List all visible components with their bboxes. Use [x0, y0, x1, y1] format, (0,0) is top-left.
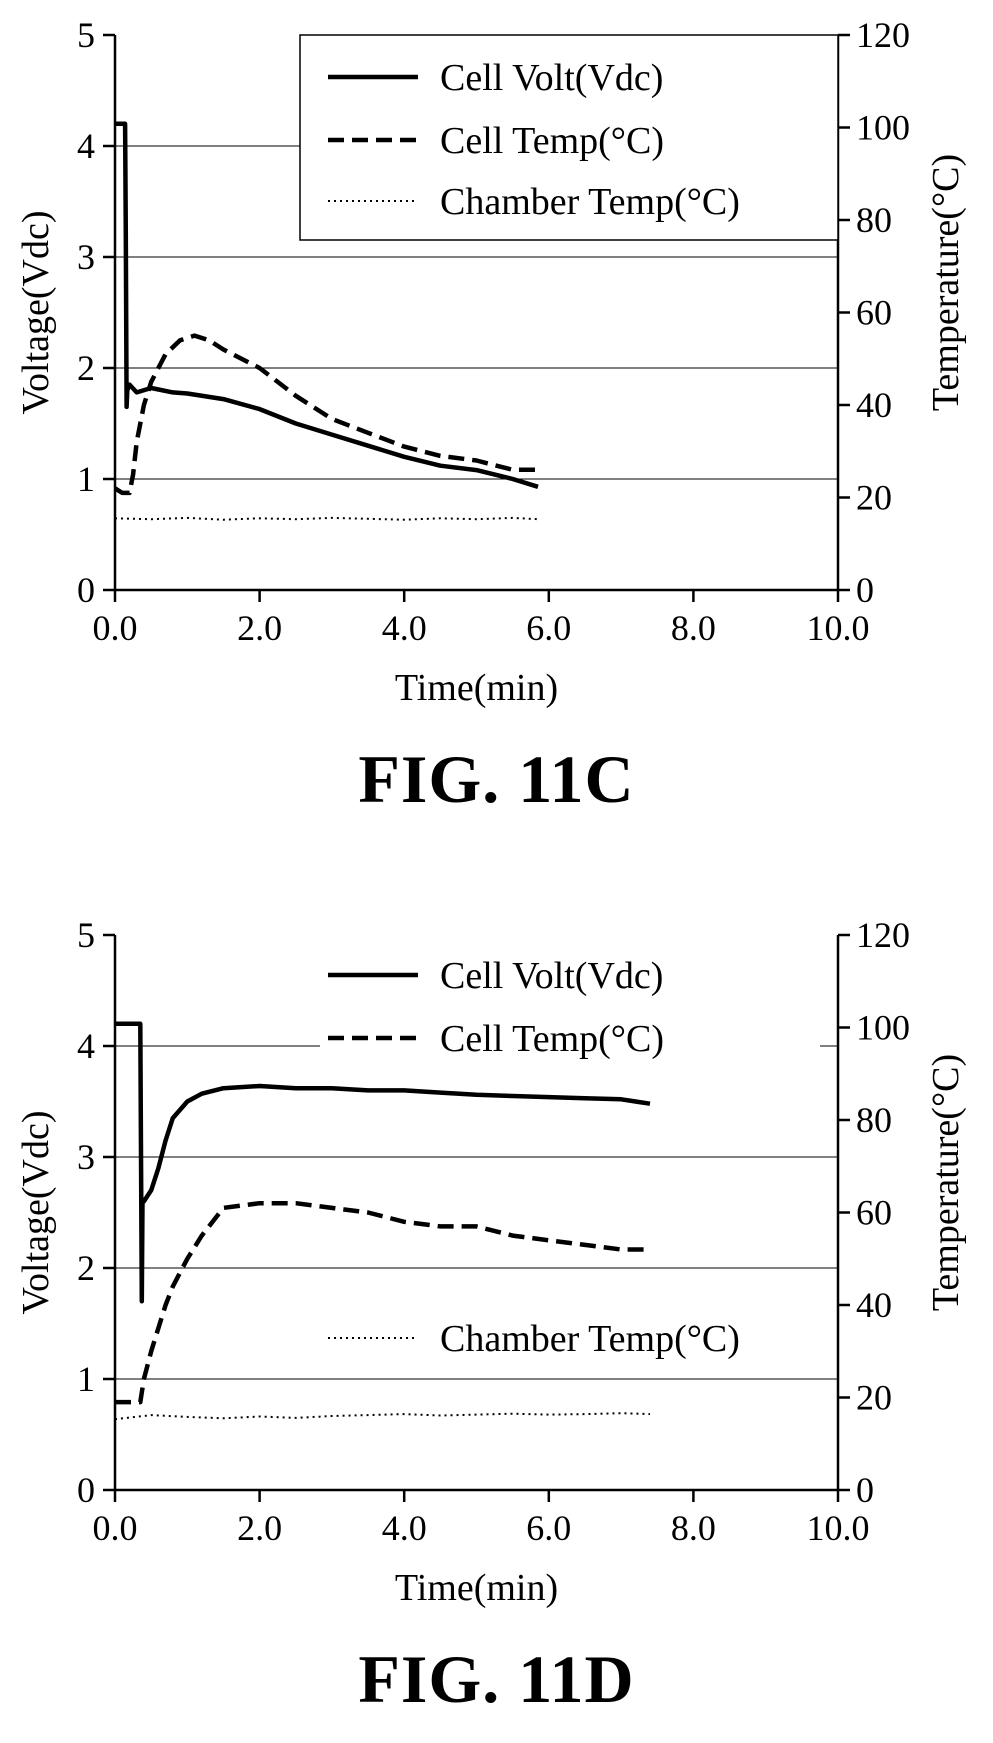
- chart-11d: 0 1 2 3 4 5 0 20 40 60 80 100 120 0.0 2.0 4.0 6.0 8.0 10.0…: [15, 915, 967, 1609]
- series-line-chamber-temp-c: [114, 1412, 651, 1421]
- y-tick-label-right: 80: [856, 200, 892, 240]
- series-line-chamber-temp-c: [114, 516, 539, 521]
- legend-entry-bg: [320, 110, 820, 154]
- y-tick-label-right: 60: [856, 293, 892, 333]
- series-line-cell-temp-c: [113, 333, 538, 496]
- y-axis-title-left: Voltage(Vdc): [15, 1110, 57, 1314]
- y-tick-label-right: 20: [856, 478, 892, 518]
- x-tick-label: 4.0: [382, 1508, 427, 1548]
- x-axis-title: Time(min): [395, 667, 558, 709]
- legend-entry-bg: [320, 945, 820, 989]
- y-tick-label-left: 2: [77, 348, 95, 388]
- figure-caption-11c: FIG. 11C: [358, 741, 635, 817]
- chart-panel-11c: 0 1 2 3 4 5 0 20 40 60 80 100 120 0.0 2.0 4.0 6.0 8.0 10.0…: [0, 0, 993, 840]
- y-tick-label-left: 4: [77, 126, 95, 166]
- legend-entry-bg: [320, 171, 820, 215]
- y-tick-label-left: 0: [77, 1470, 95, 1510]
- y-tick-label-left: 0: [77, 570, 95, 610]
- y-tick-label-left: 1: [77, 459, 95, 499]
- x-tick-label: 0.0: [93, 608, 138, 648]
- chart-11c: 0 1 2 3 4 5 0 20 40 60 80 100 120 0.0 2.0 4.0 6.0 8.0 10.0…: [15, 15, 967, 709]
- y-tick-label-left: 3: [77, 1137, 95, 1177]
- legend-entry-bg: [320, 1308, 820, 1352]
- y-axis-title-left: Voltage(Vdc): [15, 210, 57, 414]
- y-tick-label-right: 80: [856, 1100, 892, 1140]
- legend-entry-bg: [320, 1008, 820, 1052]
- y-tick-label-right: 120: [856, 915, 910, 955]
- x-tick-label: 0.0: [93, 1508, 138, 1548]
- y-tick-label-left: 4: [77, 1026, 95, 1066]
- y-tick-label-left: 2: [77, 1248, 95, 1288]
- y-tick-label-right: 40: [856, 1285, 892, 1325]
- y-axis-title-right: Temperature(°C): [925, 154, 967, 411]
- x-tick-label: 8.0: [671, 1508, 716, 1548]
- x-tick-label: 8.0: [671, 608, 716, 648]
- y-tick-label-left: 3: [77, 237, 95, 277]
- series-line-cell-volt-vdc: [115, 1021, 651, 1304]
- x-tick-label: 2.0: [237, 1508, 282, 1548]
- y-tick-label-right: 20: [856, 1378, 892, 1418]
- y-tick-label-left: 5: [77, 915, 95, 955]
- x-tick-label: 10.0: [807, 1508, 870, 1548]
- legend-label: Chamber Temp(°C): [440, 181, 740, 223]
- y-tick-label-right: 100: [856, 1008, 910, 1048]
- y-tick-label-right: 100: [856, 108, 910, 148]
- y-tick-label-right: 60: [856, 1193, 892, 1233]
- series-line-cell-volt-vdc: [115, 121, 539, 489]
- legend-label: Chamber Temp(°C): [440, 1318, 740, 1360]
- legend-label: Cell Temp(°C): [440, 1018, 664, 1060]
- y-tick-label-right: 40: [856, 385, 892, 425]
- x-axis-title: Time(min): [395, 1567, 558, 1609]
- chart-panel-11d: 0 1 2 3 4 5 0 20 40 60 80 100 120 0.0 2.0 4.0 6.0 8.0 10.0…: [0, 900, 993, 1743]
- y-tick-label-left: 1: [77, 1359, 95, 1399]
- y-tick-label-left: 5: [77, 15, 95, 55]
- x-tick-label: 6.0: [526, 608, 571, 648]
- x-tick-label: 4.0: [382, 608, 427, 648]
- legend-label: Cell Volt(Vdc): [440, 955, 663, 997]
- y-tick-label-right: 120: [856, 15, 910, 55]
- figure-caption-11d: FIG. 11D: [358, 1641, 635, 1717]
- y-tick-label-right: 0: [856, 570, 874, 610]
- y-axis-title-right: Temperature(°C): [925, 1054, 967, 1311]
- x-tick-label: 6.0: [526, 1508, 571, 1548]
- x-tick-label: 10.0: [807, 608, 870, 648]
- y-tick-label-right: 0: [856, 1470, 874, 1510]
- legend-label: Cell Temp(°C): [440, 120, 664, 162]
- legend-entry-bg: [320, 47, 820, 91]
- x-tick-label: 2.0: [237, 608, 282, 648]
- legend-label: Cell Volt(Vdc): [440, 57, 663, 99]
- series-line-cell-temp-c: [115, 1200, 650, 1405]
